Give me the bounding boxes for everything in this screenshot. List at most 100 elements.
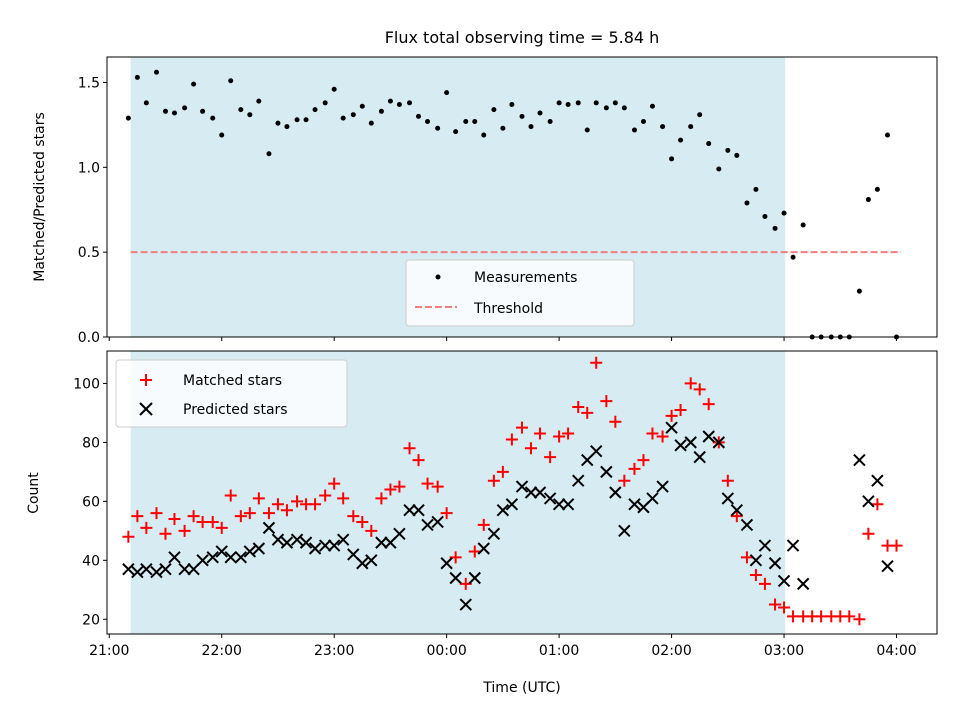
measurement-point	[688, 124, 694, 130]
matched-star-point	[421, 477, 434, 490]
predicted-star-point	[590, 445, 603, 458]
top-y-tick-label: 1.0	[78, 160, 100, 176]
chart-title: Flux total observing time = 5.84 h	[385, 28, 660, 47]
matched-star-point	[769, 598, 782, 611]
matched-star-point	[234, 510, 247, 523]
matched-star-point	[618, 474, 631, 487]
measurement-point	[491, 107, 497, 113]
measurement-point	[762, 214, 768, 220]
measurement-point	[153, 69, 159, 75]
predicted-star-point	[871, 474, 884, 487]
matched-star-point	[403, 442, 416, 455]
predicted-star-point	[786, 539, 800, 552]
predicted-star-point	[505, 498, 519, 511]
matched-star-point	[730, 510, 743, 523]
measurement-point	[340, 115, 346, 121]
matched-star-points	[122, 356, 903, 626]
matched-star-point	[337, 492, 350, 505]
predicted-star-point	[299, 536, 313, 549]
measurement-point	[435, 125, 441, 131]
measurement-point	[640, 118, 646, 124]
measurement-point	[621, 105, 627, 111]
bottom-y-axis-label: Count	[26, 472, 42, 514]
measurement-point	[143, 100, 149, 106]
predicted-star-point	[131, 565, 144, 579]
matched-star-point	[178, 524, 191, 537]
measurement-point	[200, 108, 206, 114]
bottom-y-axis: 20 40 60 80 100	[73, 376, 107, 628]
predicted-star-point	[609, 486, 622, 499]
measurement-point	[753, 186, 759, 192]
matched-star-point	[271, 498, 284, 511]
measurement-point	[425, 118, 431, 124]
legend-marker-predicted	[139, 402, 153, 416]
predicted-star-point	[122, 562, 135, 576]
predicted-star-point	[758, 539, 772, 552]
predicted-star-point	[496, 503, 510, 517]
matched-star-point	[319, 489, 332, 502]
predicted-star-point	[196, 554, 209, 567]
predicted-star-point	[252, 542, 266, 555]
predicted-star-point	[768, 557, 782, 570]
measurement-point	[453, 129, 459, 135]
measurement-point	[706, 141, 712, 147]
predicted-star-point	[290, 533, 304, 546]
predicted-star-point	[375, 536, 388, 549]
bottom-panel: 20 40 60 80 100 21:00 22:00 23:00 00:00 01:00 02:…	[26, 350, 938, 696]
measurement-point	[856, 288, 862, 294]
bottom-legend-box	[115, 359, 348, 428]
measurement-point	[331, 86, 337, 92]
predicted-star-point	[234, 551, 248, 564]
predicted-star-point	[280, 536, 294, 549]
legend-label-matched: Matched stars	[183, 373, 282, 389]
measurement-point	[874, 186, 880, 192]
matched-star-point	[890, 539, 903, 552]
predicted-star-point	[224, 551, 237, 564]
matched-star-point	[412, 454, 425, 467]
matched-star-point	[505, 433, 518, 446]
measurement-point	[396, 102, 402, 108]
matched-star-point	[674, 403, 687, 416]
measurement-point	[631, 127, 637, 133]
measurement-point	[584, 127, 590, 133]
matched-star-point	[843, 610, 856, 623]
predicted-star-point	[243, 545, 257, 558]
top-y-tick-label: 0.5	[78, 245, 100, 261]
measurement-point	[284, 124, 290, 130]
measurement-point	[125, 115, 131, 121]
bottom-y-tick-label: 20	[82, 612, 100, 628]
predicted-star-point	[862, 495, 875, 508]
matched-star-point	[609, 415, 622, 428]
legend-marker-measurements	[435, 274, 441, 280]
predicted-star-point	[150, 565, 163, 579]
predicted-star-point	[215, 545, 228, 558]
top-y-axis-label: Matched/Predicted stars	[32, 112, 48, 282]
legend-label-predicted: Predicted stars	[183, 402, 288, 418]
matched-star-point	[749, 569, 762, 582]
measurement-point	[481, 132, 487, 138]
matched-star-point	[665, 409, 678, 422]
measurement-point	[772, 225, 778, 231]
matched-star-point	[590, 356, 603, 369]
bottom-legend: Matched stars Predicted stars	[115, 359, 348, 428]
predicted-star-point	[327, 539, 341, 552]
matched-star-point	[375, 492, 388, 505]
predicted-star-point	[702, 430, 715, 443]
matched-star-point	[243, 507, 256, 520]
top-panel: 0.0 0.5 1.0 1.5 Matched/Predicted stars Mea…	[32, 56, 938, 346]
predicted-star-point	[168, 551, 181, 564]
x-tick-label: 22:00	[202, 643, 242, 659]
bottom-y-tick-label: 40	[82, 553, 100, 569]
measurement-point	[228, 78, 234, 84]
matched-star-point	[646, 427, 659, 440]
measurement-point	[322, 100, 328, 106]
measurement-point	[519, 113, 525, 119]
measurement-point	[416, 113, 422, 119]
matched-star-point	[496, 465, 509, 478]
matched-star-point	[168, 513, 181, 526]
x-tick-label: 21:00	[89, 643, 129, 659]
predicted-star-point	[693, 450, 706, 464]
matched-star-point	[516, 421, 528, 434]
measurement-point	[275, 120, 281, 126]
measurement-point	[387, 98, 393, 104]
